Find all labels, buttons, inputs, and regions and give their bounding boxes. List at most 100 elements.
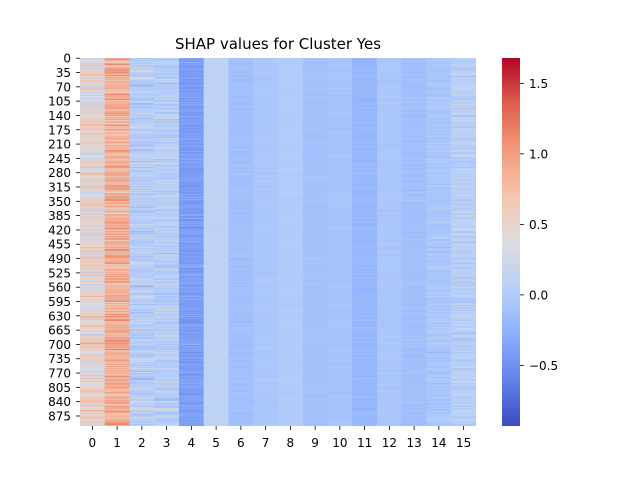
heatmap-cell: [129, 63, 155, 65]
heatmap-cell: [179, 271, 205, 273]
heatmap-cell: [179, 246, 205, 248]
heatmap-cell: [80, 97, 106, 99]
heatmap-cell: [104, 171, 130, 173]
heatmap-cell: [104, 67, 130, 69]
heatmap-cell: [179, 158, 205, 159]
heatmap-cell: [179, 248, 205, 250]
heatmap-cell: [203, 247, 229, 249]
heatmap-cell: [80, 116, 106, 118]
heatmap-cell: [129, 280, 155, 281]
heatmap-cell: [129, 118, 155, 119]
heatmap-cell: [203, 254, 229, 256]
heatmap-cell: [179, 347, 205, 349]
heatmap-cell: [104, 210, 130, 212]
heatmap-cell: [179, 253, 205, 255]
heatmap-cell: [154, 392, 180, 394]
heatmap-cell: [80, 341, 106, 343]
heatmap-cell: [129, 253, 155, 254]
heatmap-cell: [104, 352, 130, 354]
heatmap-cell: [154, 413, 180, 415]
heatmap-cell: [179, 317, 205, 318]
heatmap-cell: [80, 140, 106, 142]
heatmap-cell: [179, 409, 205, 411]
heatmap-cell: [154, 301, 180, 303]
heatmap-cell: [203, 193, 229, 195]
heatmap-cell: [80, 168, 106, 170]
heatmap-cell: [179, 289, 205, 291]
heatmap-cell: [104, 415, 130, 417]
heatmap-cell: [80, 85, 106, 87]
heatmap-cell: [179, 349, 205, 351]
heatmap-cell: [129, 141, 155, 143]
heatmap-cell: [104, 248, 130, 250]
heatmap-cell: [80, 382, 106, 384]
heatmap-cell: [154, 333, 180, 335]
heatmap-cell: [154, 136, 180, 137]
heatmap-cell: [203, 188, 229, 189]
heatmap-cell: [203, 63, 229, 65]
heatmap-cell: [179, 221, 205, 223]
heatmap-cell: [104, 389, 130, 391]
heatmap-cell: [104, 203, 130, 204]
heatmap-cell: [104, 141, 130, 143]
heatmap-cell: [80, 85, 106, 87]
heatmap-cell: [80, 342, 106, 344]
heatmap-cell: [154, 355, 180, 357]
heatmap-cell: [179, 294, 205, 296]
heatmap-cell: [203, 76, 229, 78]
heatmap-cell: [179, 143, 205, 145]
heatmap-cell: [179, 242, 205, 244]
heatmap-cell: [129, 334, 155, 336]
heatmap-cell: [129, 302, 155, 304]
heatmap-cell: [203, 150, 229, 151]
heatmap-cell: [154, 147, 180, 149]
heatmap-cell: [129, 423, 155, 425]
heatmap-cell: [129, 84, 155, 86]
heatmap-cell: [104, 208, 130, 210]
heatmap-cell: [129, 186, 155, 188]
heatmap-cell: [179, 315, 205, 316]
heatmap-cell: [129, 424, 155, 426]
heatmap-cell: [203, 257, 229, 259]
heatmap-cell: [179, 282, 205, 284]
heatmap-cell: [154, 87, 180, 88]
heatmap-cell: [154, 237, 180, 239]
heatmap-cell: [203, 188, 229, 190]
heatmap-cell: [104, 219, 130, 221]
heatmap-cell: [179, 205, 205, 207]
heatmap-cell: [179, 332, 205, 334]
heatmap-cell: [104, 383, 130, 384]
heatmap-cell: [104, 91, 130, 92]
heatmap-cell: [179, 108, 205, 110]
heatmap-cell: [129, 85, 155, 87]
heatmap-cell: [104, 264, 130, 266]
heatmap-cell: [203, 168, 229, 170]
heatmap-cell: [154, 354, 180, 356]
heatmap-cell: [154, 88, 180, 90]
heatmap-cell: [179, 383, 205, 385]
heatmap-cell: [129, 312, 155, 314]
heatmap-cell: [129, 84, 155, 86]
heatmap-cell: [154, 130, 180, 132]
heatmap-cell: [104, 404, 130, 406]
heatmap-cell: [203, 98, 229, 100]
heatmap-cell: [80, 355, 106, 357]
heatmap-cell: [203, 224, 229, 225]
heatmap-cell: [80, 310, 106, 312]
heatmap-cell: [179, 353, 205, 355]
heatmap-cell: [104, 158, 130, 159]
heatmap-cell: [129, 365, 155, 367]
heatmap-cell: [179, 377, 205, 379]
heatmap-cell: [104, 361, 130, 363]
heatmap-cell: [104, 152, 130, 154]
heatmap-cell: [80, 149, 106, 150]
heatmap-cell: [129, 153, 155, 155]
heatmap-cell: [104, 76, 130, 78]
heatmap-cell: [154, 60, 180, 62]
heatmap-cell: [179, 304, 205, 305]
heatmap-cell: [129, 349, 155, 350]
heatmap-cell: [154, 318, 180, 319]
heatmap-cell: [203, 116, 229, 118]
heatmap-cell: [203, 76, 229, 78]
heatmap-cell: [154, 382, 180, 384]
